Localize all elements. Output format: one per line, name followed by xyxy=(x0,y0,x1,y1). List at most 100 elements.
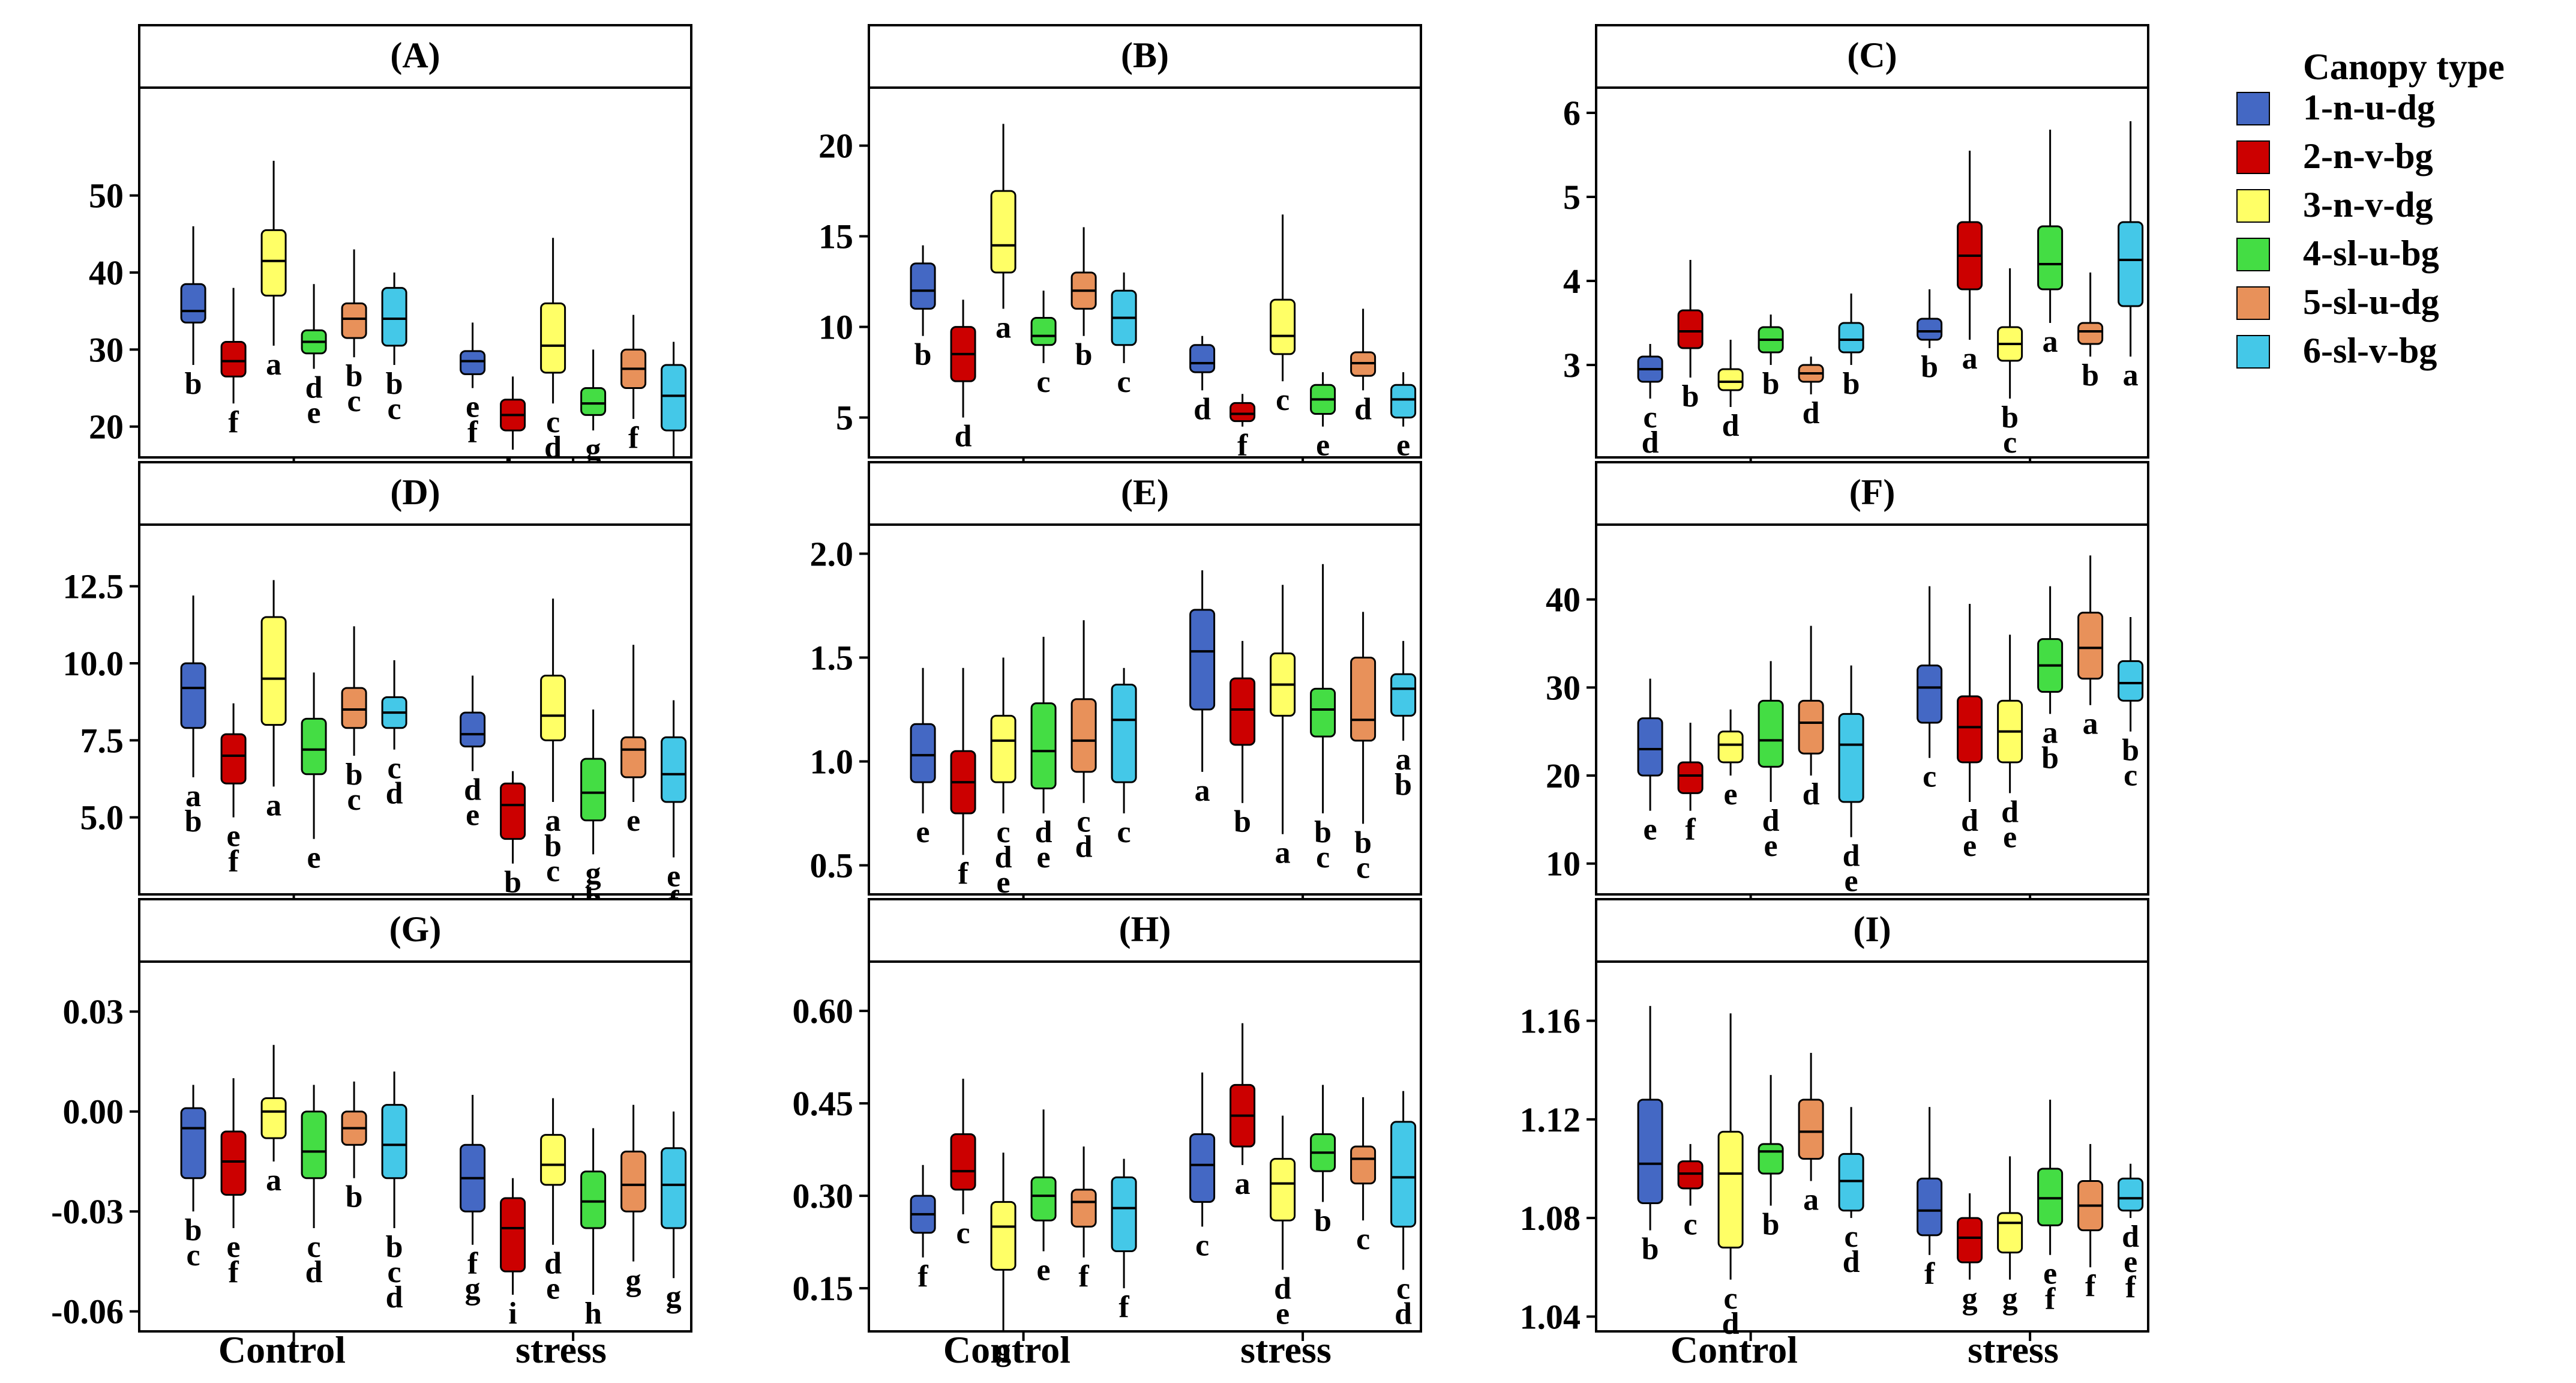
legend-swatch-3 xyxy=(2236,189,2270,223)
box-iqr xyxy=(341,687,367,729)
significance-letter: f xyxy=(228,405,239,439)
significance-letter: b xyxy=(386,367,403,401)
x-label-stress-col3: stress xyxy=(1968,1328,2059,1371)
panel-header xyxy=(868,461,1422,526)
box-iqr xyxy=(500,782,526,840)
significance-letter: e xyxy=(307,396,321,430)
significance-letter: d xyxy=(1803,396,1820,430)
significance-letter: f xyxy=(2125,1270,2136,1304)
box-4-sl-u-bg-control: b xyxy=(1758,1074,1784,1242)
box-4-sl-u-bg-control: cd xyxy=(301,1085,327,1289)
box-iqr xyxy=(1229,402,1256,423)
plot-frame xyxy=(1595,960,2149,1333)
x-label-stress-col2: stress xyxy=(1240,1328,1332,1371)
box-iqr xyxy=(1677,309,1704,349)
significance-letter: f xyxy=(1237,429,1248,463)
y-tick-label: 20 xyxy=(89,408,124,447)
significance-letter: a xyxy=(995,310,1011,345)
box-4-sl-u-bg-control: de xyxy=(301,284,327,430)
legend-label-5: 5-sl-u-dg xyxy=(2303,282,2439,322)
box-iqr xyxy=(260,1097,287,1139)
box-1-n-u-dg-control: b xyxy=(180,226,206,401)
significance-letter: d xyxy=(386,777,403,811)
box-iqr xyxy=(341,302,367,339)
significance-letter: a xyxy=(1195,774,1210,808)
box-iqr xyxy=(2037,225,2064,291)
y-tick-label: 3 xyxy=(1563,346,1581,385)
box-iqr xyxy=(1310,687,1336,738)
box-iqr xyxy=(620,736,647,779)
box-1-n-u-dg-control: b xyxy=(910,245,936,372)
box-2-n-v-bg-control: d xyxy=(950,300,976,454)
significance-letter: d xyxy=(955,420,972,454)
significance-letter: d xyxy=(995,840,1012,875)
y-tick-label: 5 xyxy=(836,399,853,438)
significance-letter: e xyxy=(916,815,930,849)
significance-letter: e xyxy=(1764,829,1778,863)
significance-letter: e xyxy=(2003,820,2017,854)
significance-letter: c xyxy=(1037,365,1051,399)
significance-letter: b xyxy=(1354,825,1372,860)
significance-letter: d xyxy=(1843,1245,1860,1279)
significance-letter: d xyxy=(1843,839,1860,873)
significance-letter: e xyxy=(466,390,479,424)
y-tick-label: 10 xyxy=(818,308,853,347)
box-5-sl-u-dg-control: f xyxy=(1070,1146,1097,1294)
significance-letter: b xyxy=(185,1213,202,1247)
significance-letter: g xyxy=(626,1263,641,1297)
significance-letter: d xyxy=(1354,392,1372,426)
significance-letter: a xyxy=(2123,358,2139,393)
panel-header xyxy=(868,898,1422,963)
significance-letter: a xyxy=(2083,707,2098,741)
box-5-sl-u-dg-stress: b xyxy=(2077,273,2104,393)
y-tick-label: 5.0 xyxy=(80,798,124,837)
y-tick-label: 1.08 xyxy=(1520,1199,1581,1238)
significance-letter: e xyxy=(1644,813,1657,847)
box-iqr xyxy=(580,1171,607,1229)
box-iqr xyxy=(220,341,247,378)
box-iqr xyxy=(180,662,206,729)
box-6-sl-v-bg-stress: a xyxy=(2118,121,2144,393)
box-iqr xyxy=(540,302,566,374)
panel-title: (A) xyxy=(390,35,440,75)
box-iqr xyxy=(1270,298,1296,355)
box-6-sl-v-bg-control: f xyxy=(1111,1159,1137,1324)
box-6-sl-v-bg-control: de xyxy=(1838,665,1864,899)
box-6-sl-v-bg-control: cd xyxy=(381,660,407,811)
significance-letter: e xyxy=(667,859,680,893)
box-2-n-v-bg-control: f xyxy=(1677,723,1704,847)
significance-letter: g xyxy=(586,856,601,890)
significance-letter: a xyxy=(266,1163,281,1198)
significance-letter: e xyxy=(626,804,640,838)
box-3-n-v-dg-stress: g xyxy=(1997,1156,2023,1316)
box-iqr xyxy=(540,1134,566,1186)
significance-letter: i xyxy=(508,1297,517,1331)
box-iqr xyxy=(180,1107,206,1180)
box-6-sl-v-bg-stress: def xyxy=(2118,1163,2144,1304)
box-1-n-u-dg-control: e xyxy=(1637,678,1663,847)
significance-letter: e xyxy=(1037,840,1051,875)
box-iqr xyxy=(1030,1176,1057,1222)
legend-label-1: 1-n-u-dg xyxy=(2303,88,2435,127)
box-iqr xyxy=(661,364,687,432)
box-iqr xyxy=(1838,1152,1864,1212)
box-3-n-v-dg-control: d xyxy=(1717,340,1744,443)
panel-header xyxy=(868,24,1422,89)
box-iqr xyxy=(220,1130,247,1196)
significance-letter: f xyxy=(1118,1290,1129,1324)
significance-letter: c xyxy=(546,854,560,888)
panel-1: (A)20304050bfadebcbcefhcdgfg xyxy=(89,24,692,493)
box-1-n-u-dg-stress: d xyxy=(1189,336,1216,426)
box-5-sl-u-dg-stress: c xyxy=(1350,1097,1377,1256)
box-iqr xyxy=(1189,344,1216,373)
significance-letter: c xyxy=(1845,1220,1858,1254)
panel-title: (C) xyxy=(1847,35,1897,75)
box-6-sl-v-bg-control: c xyxy=(1111,273,1137,399)
significance-letter: c xyxy=(388,1255,401,1289)
significance-letter: d xyxy=(2122,1220,2139,1254)
plot-frame xyxy=(138,523,692,896)
significance-letter: d xyxy=(1274,1271,1291,1306)
significance-letter: f xyxy=(228,845,239,879)
box-iqr xyxy=(661,736,687,803)
